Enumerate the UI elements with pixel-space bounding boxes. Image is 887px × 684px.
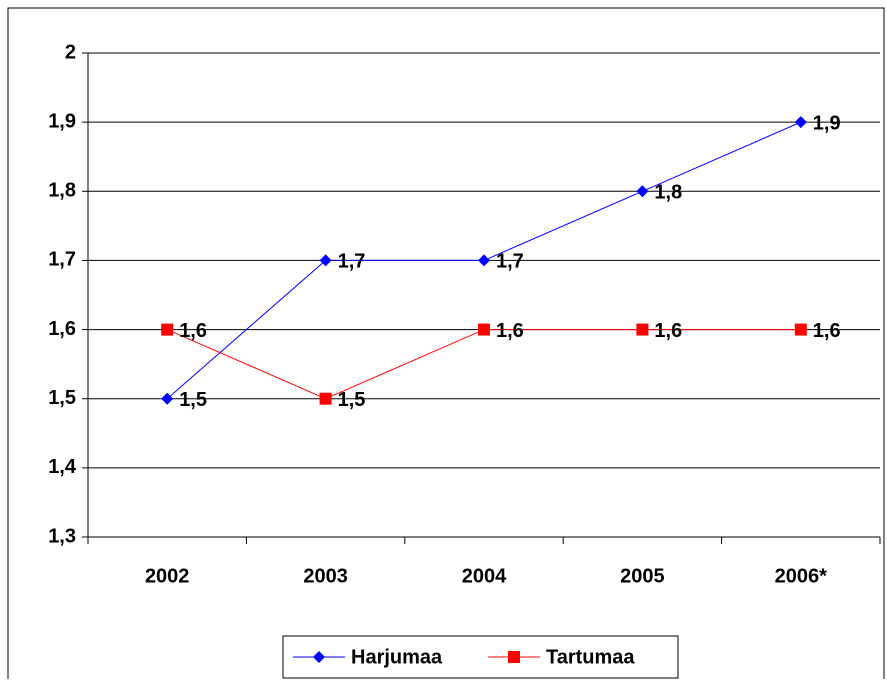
legend-box <box>282 635 679 679</box>
data-label: 1,6 <box>179 320 207 342</box>
data-label: 1,5 <box>179 389 207 411</box>
y-tick-label: 1,9 <box>48 110 76 132</box>
data-label: 1,7 <box>496 251 524 273</box>
x-tick-label: 2005 <box>620 565 665 587</box>
marker <box>161 392 174 405</box>
x-tick-label: 2006* <box>775 565 827 587</box>
marker <box>161 323 174 336</box>
data-label: 1,6 <box>813 320 841 342</box>
marker <box>319 254 332 267</box>
data-label: 1,8 <box>654 182 682 204</box>
y-tick-label: 1,5 <box>48 387 76 409</box>
y-tick-label: 2 <box>65 41 76 63</box>
x-tick-label: 2002 <box>145 565 190 587</box>
legend-marker <box>313 651 325 663</box>
data-label: 1,5 <box>338 389 366 411</box>
data-label: 1,6 <box>496 320 524 342</box>
legend-label: Harjumaa <box>351 646 443 668</box>
marker <box>319 392 332 405</box>
marker <box>478 254 490 267</box>
marker <box>794 323 807 336</box>
y-tick-label: 1,4 <box>48 456 77 478</box>
y-tick-label: 1,3 <box>48 525 76 547</box>
marker <box>794 116 807 129</box>
data-label: 1,7 <box>338 251 366 273</box>
x-tick-label: 2003 <box>303 565 348 587</box>
chart-border <box>7 7 885 684</box>
x-tick-label: 2004 <box>462 565 507 587</box>
data-label: 1,6 <box>654 320 682 342</box>
marker <box>636 185 649 198</box>
y-tick-label: 1,8 <box>48 180 76 202</box>
legend-label: Tartumaa <box>546 646 635 668</box>
data-label: 1,9 <box>813 112 841 134</box>
marker <box>478 323 490 336</box>
y-tick-label: 1,7 <box>48 249 76 271</box>
legend-marker <box>508 651 520 663</box>
y-tick-label: 1,6 <box>48 318 76 340</box>
marker <box>636 323 649 336</box>
